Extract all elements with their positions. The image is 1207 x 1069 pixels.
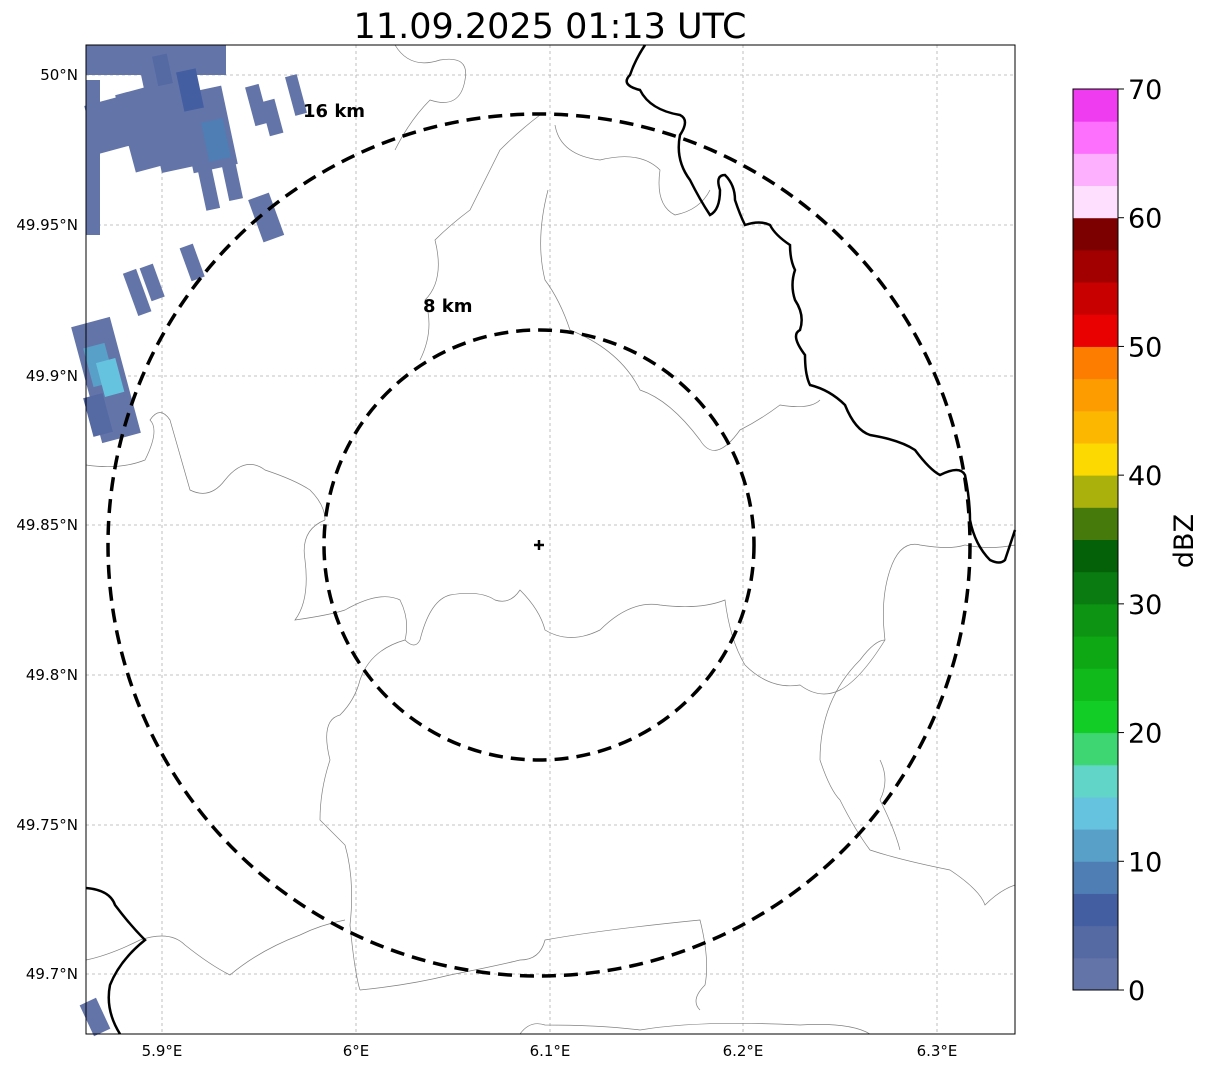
colorbar-swatch	[1073, 314, 1118, 347]
colorbar-swatch	[1073, 282, 1118, 315]
colorbar-tick-label: 30	[1128, 590, 1162, 621]
lon-tick-label: 6.1°E	[530, 1042, 571, 1060]
map-frame	[85, 44, 1016, 1035]
colorbar-frame	[1072, 88, 1119, 991]
colorbar-swatch	[1073, 539, 1118, 573]
colorbar-swatch	[1073, 603, 1118, 637]
colorbar-swatch	[1073, 571, 1118, 605]
radar-site-marker	[534, 540, 544, 550]
lat-tick-label: 49.95°N	[16, 216, 78, 234]
colorbar-swatch	[1073, 925, 1118, 959]
colorbar-swatch	[1073, 249, 1118, 283]
colorbar-tick-label: 70	[1128, 75, 1162, 106]
lon-tick-label: 6°E	[343, 1042, 370, 1060]
colorbar-swatch	[1073, 636, 1118, 669]
colorbar-tick-label: 40	[1128, 461, 1162, 492]
colorbar-swatches	[1073, 89, 1118, 991]
range-ring-8km	[322, 328, 756, 762]
lat-tick-label: 50°N	[40, 66, 78, 84]
colorbar-tick-label: 0	[1128, 976, 1145, 1007]
colorbar-swatch	[1073, 442, 1118, 476]
lat-tick-labels: 50°N 49.95°N 49.9°N 49.85°N 49.8°N 49.75…	[16, 66, 78, 983]
gridlines	[86, 45, 1015, 1034]
lat-tick-label: 49.85°N	[16, 516, 78, 534]
colorbar-swatch	[1073, 410, 1118, 444]
colorbar-swatch	[1073, 764, 1118, 798]
lon-tick-label: 5.9°E	[142, 1042, 183, 1060]
colorbar-swatch	[1073, 378, 1118, 412]
colorbar-swatch	[1073, 732, 1118, 766]
colorbar-swatch	[1073, 668, 1118, 701]
colorbar-tick-label: 10	[1128, 847, 1162, 878]
national-border	[85, 44, 1017, 1035]
colorbar-swatch	[1073, 89, 1118, 122]
colorbar-swatch	[1073, 185, 1118, 219]
lat-tick-label: 49.75°N	[16, 816, 78, 834]
colorbar-label: dBZ	[1169, 514, 1200, 568]
range-rings	[106, 112, 972, 978]
colorbar-swatch	[1073, 217, 1118, 251]
colorbar-swatch	[1073, 861, 1118, 894]
colorbar-swatch	[1073, 829, 1118, 862]
lon-tick-label: 6.3°E	[917, 1042, 958, 1060]
colorbar-swatch	[1073, 796, 1118, 830]
reflectivity-echoes	[71, 45, 307, 1037]
colorbar: 0 10 20 30 40 50 60 70 dBZ	[1072, 75, 1200, 1007]
colorbar-tick-label: 20	[1128, 719, 1162, 750]
colorbar-swatch	[1073, 475, 1118, 508]
colorbar-tick-label: 50	[1128, 332, 1162, 363]
map-title: 11.09.2025 01:13 UTC	[354, 7, 747, 47]
range-ring-label-8km: 8 km	[423, 296, 473, 317]
map-background	[86, 45, 1015, 1034]
admin-boundaries	[85, 44, 1016, 1035]
colorbar-swatch	[1073, 893, 1118, 927]
lat-tick-label: 49.9°N	[26, 367, 78, 385]
colorbar-swatch	[1073, 957, 1118, 991]
colorbar-tick-label: 60	[1128, 204, 1162, 235]
lon-tick-label: 6.2°E	[723, 1042, 764, 1060]
colorbar-swatch	[1073, 153, 1118, 187]
colorbar-swatch	[1073, 700, 1118, 734]
lon-tick-labels: 5.9°E 6°E 6.1°E 6.2°E 6.3°E	[142, 1042, 958, 1060]
lat-tick-label: 49.7°N	[26, 965, 78, 983]
range-ring-16km	[106, 112, 972, 978]
range-ring-label-16km: 16 km	[303, 101, 365, 122]
colorbar-ticks: 0 10 20 30 40 50 60 70	[1118, 75, 1162, 1007]
lat-tick-label: 49.8°N	[26, 666, 78, 684]
colorbar-swatch	[1073, 507, 1118, 540]
map-panel: 16 km 8 km	[71, 44, 1017, 1037]
echo-cluster-core	[83, 53, 231, 437]
colorbar-swatch	[1073, 121, 1118, 154]
colorbar-swatch	[1073, 346, 1118, 380]
